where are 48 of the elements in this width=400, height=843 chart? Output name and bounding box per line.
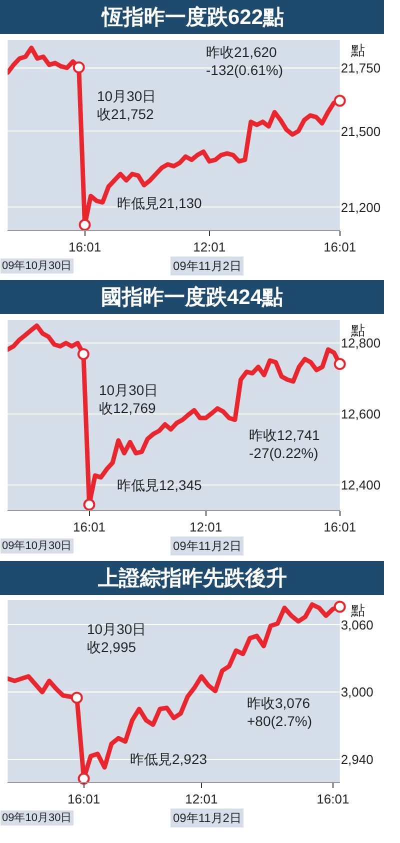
y-tick-label: 2,940 <box>340 752 374 768</box>
annotation: 昨低見12,345 <box>117 477 202 493</box>
chart-title: 國指昨一度跌424點 <box>101 285 284 309</box>
point <box>72 61 85 74</box>
chart-title: 上證綜指昨先跌後升 <box>97 567 287 590</box>
annotation: 昨低見21,130 <box>117 195 202 211</box>
text: 09年10月30日 <box>2 260 72 272</box>
text: 09年10月30日 <box>2 812 72 824</box>
point <box>334 600 346 613</box>
point <box>334 358 346 370</box>
y-axis-title: 點 <box>350 602 365 618</box>
y-tick-label: 3,060 <box>340 617 374 632</box>
point <box>70 692 83 704</box>
y-tick-label: 21,500 <box>340 124 381 139</box>
chart-title: 恆指昨一度跌622點 <box>100 5 284 29</box>
point <box>77 348 90 360</box>
x-tick-label: 12:01 <box>185 792 218 807</box>
annotation: 昨收21,620 -132(0.61%) <box>206 44 284 78</box>
y-tick-label: 21,200 <box>340 200 381 215</box>
y-tick-label: 3,000 <box>340 684 374 700</box>
x-tick-label: 16:01 <box>68 240 102 255</box>
point <box>83 498 96 511</box>
y-axis-title: 點 <box>350 322 365 338</box>
point <box>334 94 346 107</box>
annotation: 昨低見2,923 <box>130 751 208 767</box>
text: 09年10月30日 <box>2 540 72 552</box>
x-tick-label: 16:01 <box>324 240 356 255</box>
x-tick-label: 12:01 <box>190 520 222 535</box>
annotation: 10月30日收21,752 <box>97 88 156 122</box>
annotation: 10月30日收12,769 <box>99 382 158 416</box>
annotation: 昨收3,076 +80(2.7%) <box>247 695 312 730</box>
y-tick-label: 12,400 <box>340 478 381 493</box>
x-tick-label: 16:01 <box>72 520 106 535</box>
y-tick-label: 12,800 <box>340 336 381 351</box>
x-tick-label: 16:01 <box>316 792 350 807</box>
text: 09年11月2日 <box>173 259 242 273</box>
y-axis-title: 點 <box>350 42 365 58</box>
annotation: 昨收12,741 -27(0.22%) <box>249 427 320 462</box>
point <box>78 772 90 785</box>
annotation: 10月30日收2,995 <box>87 621 146 656</box>
y-tick-label: 21,750 <box>340 60 381 76</box>
point <box>78 218 91 231</box>
text: 09年11月2日 <box>173 539 242 553</box>
text: 09年11月2日 <box>173 811 242 825</box>
x-tick-label: 16:01 <box>68 792 100 807</box>
x-tick-label: 16:01 <box>324 520 356 535</box>
x-tick-label: 12:01 <box>193 240 226 255</box>
y-tick-label: 12,600 <box>340 406 381 422</box>
